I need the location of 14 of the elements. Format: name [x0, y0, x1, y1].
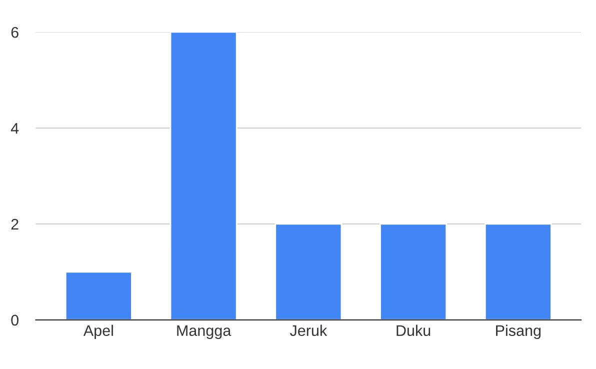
bar — [64, 271, 132, 320]
bar — [170, 32, 238, 320]
bar — [484, 223, 552, 320]
x-tick-label: Duku — [396, 324, 430, 336]
y-tick-label: 6 — [11, 26, 18, 38]
y-tick-label: 0 — [11, 314, 18, 326]
x-tick-label: Mangga — [177, 325, 232, 340]
y-tick-label: 2 — [11, 218, 18, 230]
x-tick-label: Pisang — [496, 324, 541, 340]
y-tick-label: 4 — [10, 123, 19, 134]
bar — [380, 223, 448, 320]
bar — [274, 223, 342, 320]
x-tick-label: Apel — [83, 324, 113, 340]
x-tick-label: Jeruk — [290, 324, 328, 336]
